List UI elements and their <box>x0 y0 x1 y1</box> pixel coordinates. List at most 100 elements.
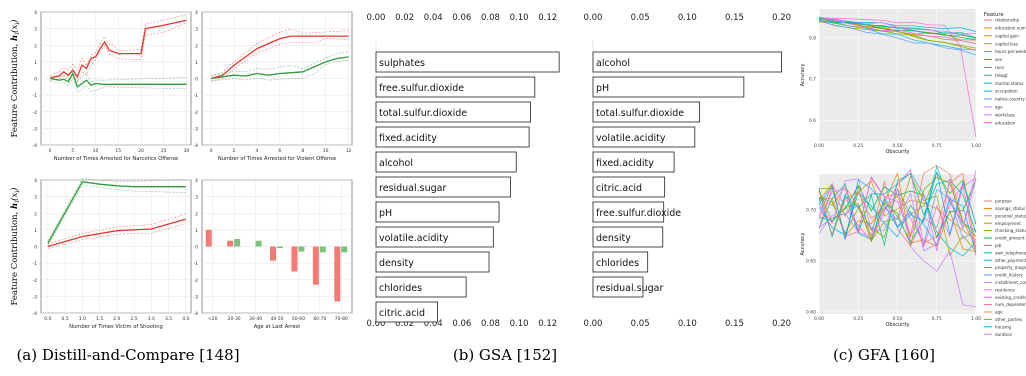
legend-entry: duration <box>995 332 1013 337</box>
bar-label: citric.acid <box>596 183 642 194</box>
bottom-tick-label: 0.10 <box>678 319 697 329</box>
legend-entry: age <box>995 310 1003 315</box>
x-tick-label: 0.00 <box>814 316 824 322</box>
confidence-band-lower <box>211 38 349 82</box>
legend-entry: property_magnitude <box>995 265 1026 270</box>
x-tick-label: 30-40 <box>249 316 262 322</box>
y-tick-label: 4 <box>34 178 37 184</box>
x-axis-label: Obscurity <box>886 322 910 328</box>
y-tick-label: 1 <box>195 60 198 66</box>
legend-entry: num_dependents <box>995 302 1026 307</box>
x-axis-label: Age at Last Arrest <box>254 324 301 330</box>
bar-label: free.sulfur.dioxide <box>379 83 464 94</box>
x-tick-label: 3.5 <box>165 316 172 322</box>
series-line <box>818 164 977 243</box>
x-tick-label: 0.0 <box>44 316 51 322</box>
top-tick-label: 0.05 <box>631 13 650 23</box>
legend-entry: other_parties <box>995 317 1022 322</box>
y-tick-label: -4 <box>33 143 38 149</box>
confidence-band-upper <box>50 67 187 83</box>
x-tick-label: 30 <box>184 148 190 154</box>
legend-entry: personal_status <box>995 213 1026 218</box>
bar-label: free.sulfur.dioxide <box>596 208 681 219</box>
x-tick-label: 10 <box>93 148 99 154</box>
bar-label: fixed.acidity <box>379 133 437 144</box>
bottom-tick-label: 0.06 <box>452 319 471 329</box>
confidence-band-lower <box>50 77 187 93</box>
bar <box>375 226 494 248</box>
bar <box>592 51 782 73</box>
subplot-dc-age: -4 -3 -2 -1 0 1 2 3 4 Age at Last Arrest <20 20-30 3… <box>194 178 353 330</box>
series-line <box>818 177 977 247</box>
series-line <box>818 178 977 308</box>
gfa-panels: 0.00 0.25 0.50 0.75 1.00 0.6 0.7 0.8 Obscurity Ac… <box>800 9 1026 337</box>
series-line <box>818 19 977 56</box>
subplot-gfa-top: 0.00 0.25 0.50 0.75 1.00 0.6 0.7 0.8 Obscurity Ac… <box>800 9 1026 155</box>
confidence-band-lower <box>211 60 349 82</box>
y-tick-label: 1 <box>34 60 37 66</box>
y-tick-label: 0.65 <box>806 258 816 264</box>
y-tick-label: 0.70 <box>806 207 816 213</box>
x-tick-label: 1.00 <box>971 143 981 149</box>
series-line <box>818 171 977 240</box>
y-tick-label: -1 <box>33 93 38 99</box>
x-axis-label: Obscurity <box>886 149 910 155</box>
bottom-tick-label: 0.04 <box>424 319 443 329</box>
top-tick-label: 0.20 <box>772 13 791 23</box>
y-tick-label: -2 <box>194 278 199 284</box>
caption-c: (c) GFA [160] <box>833 346 935 364</box>
bar <box>592 101 700 123</box>
y-axis-label: Accuracy <box>800 233 806 256</box>
bar-label: chlorides <box>379 283 422 294</box>
y-tick-label: 3 <box>195 27 198 33</box>
y-axis-label-arg: (x <box>9 193 20 201</box>
confidence-band-upper <box>47 178 186 241</box>
bar-label: density <box>379 258 414 269</box>
top-tick-label: 0.10 <box>510 13 529 23</box>
x-tick-label: 0.25 <box>853 143 863 149</box>
confidence-band-upper <box>49 14 187 77</box>
bar-label: volatile.acidity <box>379 233 449 244</box>
caption-a: (a) Distill-and-Compare [148] <box>16 346 239 364</box>
x-tick-label: 2.0 <box>113 316 120 322</box>
bar <box>375 301 438 323</box>
legend-entry: relationship <box>995 18 1019 23</box>
y-tick-label: -2 <box>33 110 38 116</box>
bar-green <box>277 246 283 249</box>
bar <box>375 101 531 123</box>
series-line <box>818 17 977 137</box>
bottom-tick-label: 0.15 <box>725 319 744 329</box>
x-tick-label: <20 <box>208 316 218 322</box>
bottom-tick-label: 0.00 <box>367 319 386 329</box>
bar-red <box>312 246 319 285</box>
bar-green <box>255 240 262 247</box>
bar <box>375 76 536 98</box>
series-line <box>818 165 977 247</box>
legend-entry: education.num <box>995 26 1026 31</box>
y-tick-label: -3 <box>33 294 38 300</box>
bar-label: alcohol <box>379 158 413 169</box>
x-axis-label: Number of Times Arrested for Violent Off… <box>218 156 336 162</box>
x-tick-label: 5 <box>71 148 74 154</box>
legend-entry: job <box>994 243 1002 248</box>
bar-label: citric.acid <box>379 308 425 319</box>
series-line-green <box>49 71 187 88</box>
legend-entry: education <box>995 120 1016 125</box>
legend-entry: workclass <box>995 112 1015 117</box>
legend-entry: savings_status <box>995 206 1025 211</box>
bar-red <box>227 240 234 247</box>
series-line-green <box>47 180 186 244</box>
y-tick-label: -1 <box>33 261 38 267</box>
legend-entry: employment <box>995 221 1021 226</box>
caption-b: (b) GSA [152] <box>453 346 557 364</box>
y-axis-label-math: h <box>10 203 20 209</box>
y-tick-label: 1 <box>195 228 198 234</box>
x-tick-label: 0 <box>210 148 213 154</box>
y-tick-label: 0.6 <box>809 118 816 124</box>
x-tick-label: 2.5 <box>131 316 138 322</box>
confidence-band-upper <box>211 28 349 77</box>
y-tick-label: 3 <box>195 195 198 201</box>
y-tick-label: -2 <box>194 110 199 116</box>
y-tick-label: -4 <box>194 143 199 149</box>
